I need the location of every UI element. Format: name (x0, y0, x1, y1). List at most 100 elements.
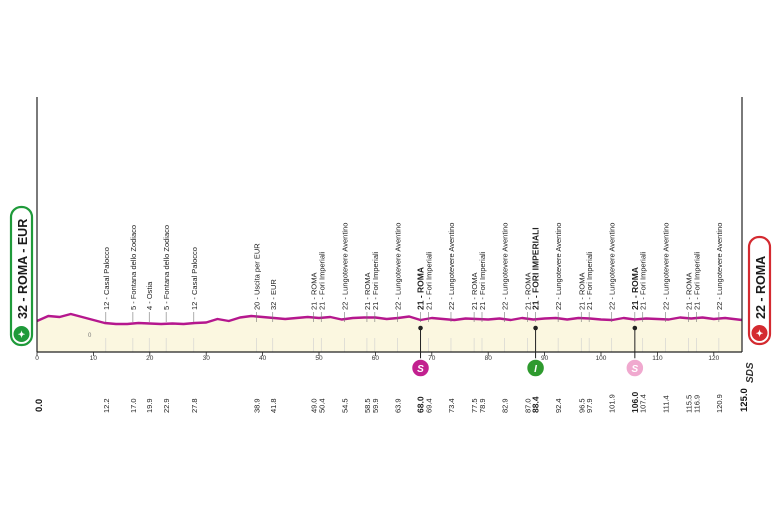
profile-area (37, 314, 742, 352)
waypoint-km: 107.4 (639, 394, 648, 413)
start-badge: ✦ 32 - ROMA - EUR (9, 205, 34, 347)
waypoint-name: 21 - ROMA (630, 267, 640, 310)
waypoint-km: 50.4 (317, 398, 326, 413)
waypoint-name: 22 - Lungotevere Aventino (661, 223, 670, 310)
waypoint-km: 116.9 (692, 395, 701, 413)
waypoint-km: 41.8 (269, 398, 278, 413)
profile-line-layer (36, 312, 743, 326)
x-tick-label: 40 (259, 355, 267, 362)
waypoint-km: 92.4 (554, 398, 563, 413)
profile-line (36, 312, 743, 326)
marker-dot (418, 325, 423, 331)
waypoint-name: 21 - Fori Imperiali (317, 251, 326, 310)
waypoint-name: 21 - ROMA (416, 267, 426, 310)
waypoint-name: 12 - Casal Palocco (102, 247, 111, 310)
x-tick-label: 60 (372, 355, 380, 362)
waypoint-name: 21 - Fori Imperiali (371, 251, 380, 310)
waypoint-name: 22 - Lungotevere Aventino (501, 223, 510, 310)
waypoint-km: 101.9 (608, 394, 617, 413)
waypoint-name: 22 - Lungotevere Aventino (393, 223, 402, 310)
waypoint-name: 20 - Uscita per EUR (252, 243, 261, 310)
sprint-marker-label: S (417, 364, 424, 375)
sprint-marker-label: S (632, 364, 639, 375)
waypoint-km: 82.9 (501, 398, 510, 413)
waypoint-km: 106.0 (630, 391, 640, 413)
waypoint-name: 22 - Lungotevere Aventino (447, 223, 456, 310)
bike-start-icon (13, 326, 30, 342)
waypoint-name: 22 - Lungotevere Aventino (340, 223, 349, 310)
waypoint-km: 63.9 (393, 398, 402, 413)
waypoint-name: 21 - ROMA (577, 272, 586, 310)
waypoint-name: 21 - ROMA (470, 272, 479, 310)
waypoint-name: 21 - Fori Imperiali (585, 251, 594, 310)
x-tick-label: 90 (541, 355, 549, 362)
waypoint-km: 69.4 (424, 398, 433, 413)
waypoint-name: 21 - ROMA (684, 272, 693, 310)
x-tick-label: 30 (203, 355, 211, 362)
waypoint-km: 38.9 (252, 398, 261, 413)
waypoint-km: 68.0 (416, 396, 426, 413)
waypoint-km: 77.5 (470, 398, 479, 413)
waypoint-km: 19.9 (145, 398, 154, 413)
start-label: 32 - ROMA - EUR (16, 219, 30, 319)
waypoint-name: 21 - Fori Imperiali (478, 251, 487, 310)
waypoint-km: 120.9 (715, 394, 724, 413)
finish-badge: ✦ 22 - ROMA (747, 235, 772, 346)
waypoint-km: 73.4 (447, 398, 456, 413)
x-tick-label: 0 (35, 355, 39, 362)
x-axis: 0 10 20 30 40 50 60 70 80 90 100 110 120 (35, 351, 742, 362)
waypoint-name: 21 - ROMA (524, 272, 533, 310)
waypoint-km: 22.9 (162, 398, 171, 413)
intermediate-marker-label: I (534, 364, 537, 375)
waypoint-km: 49.0 (309, 398, 318, 413)
waypoint-name: 21 - ROMA (309, 272, 318, 310)
x-tick-label: 70 (428, 355, 436, 362)
x-tick-label: 50 (315, 355, 323, 362)
waypoint-km: 54.5 (340, 398, 349, 413)
waypoint-name: 22 - Lungotevere Aventino (554, 223, 563, 310)
profile-area-layer (37, 314, 742, 352)
profile-zero-annotation: 0 (88, 333, 92, 339)
sprint-marker (410, 358, 431, 378)
waypoint-name: 21 - Fori Imperiali (639, 251, 648, 310)
bike-finish-icon (751, 325, 768, 341)
waypoint-km: 12.2 (102, 398, 111, 413)
sprint-marker (625, 358, 645, 378)
waypoint-km: 115.5 (684, 395, 693, 413)
marker-dot (533, 325, 538, 331)
intermediate-marker (525, 358, 546, 378)
waypoint-name: 22 - Lungotevere Aventino (608, 223, 617, 310)
finish-label: 22 - ROMA (754, 256, 768, 319)
marker-dot (632, 325, 638, 331)
x-tick-label: 110 (652, 355, 663, 362)
finish-km-label: 125.0 (739, 388, 750, 412)
x-tick-label: 10 (90, 355, 98, 362)
waypoint-name: 21 - Fori Imperiali (424, 251, 433, 310)
waypoint-name: 21 - ROMA (363, 272, 372, 310)
waypoint-km: 27.8 (190, 398, 199, 413)
waypoint-name: 21 - FORI IMPERIALI (531, 227, 541, 310)
waypoint-lines-layer (105, 338, 720, 352)
waypoint-name: 5 - Fontana dello Zodiaco (129, 225, 138, 310)
svg-text:✦: ✦ (756, 329, 764, 339)
waypoint-km: 17.0 (129, 398, 138, 413)
svg-text:✦: ✦ (18, 330, 26, 340)
waypoint-km: 87.0 (524, 398, 533, 413)
waypoint-name: 12 - Casal Palocco (190, 247, 199, 310)
waypoint-km: 97.9 (585, 398, 594, 413)
waypoint-km: 59.9 (371, 398, 380, 413)
sds-logo: SDS (745, 362, 756, 383)
waypoint-km: 111.4 (661, 395, 670, 413)
waypoint-labels-layer: 12 - Casal Palocco 12.2 5 - Fontana dello … (102, 223, 724, 413)
x-tick-label: 100 (596, 355, 607, 362)
waypoint-name: 5 - Fontana dello Zodiaco (162, 225, 171, 310)
waypoint-name: 21 - Fori Imperiali (692, 251, 701, 310)
waypoint-name: 4 - Ostia (145, 281, 154, 310)
waypoint-name: 22 - Lungotevere Aventino (715, 223, 724, 310)
x-tick-label: 120 (708, 355, 719, 362)
x-tick-label: 20 (146, 355, 154, 362)
waypoint-km: 88.4 (531, 396, 541, 413)
